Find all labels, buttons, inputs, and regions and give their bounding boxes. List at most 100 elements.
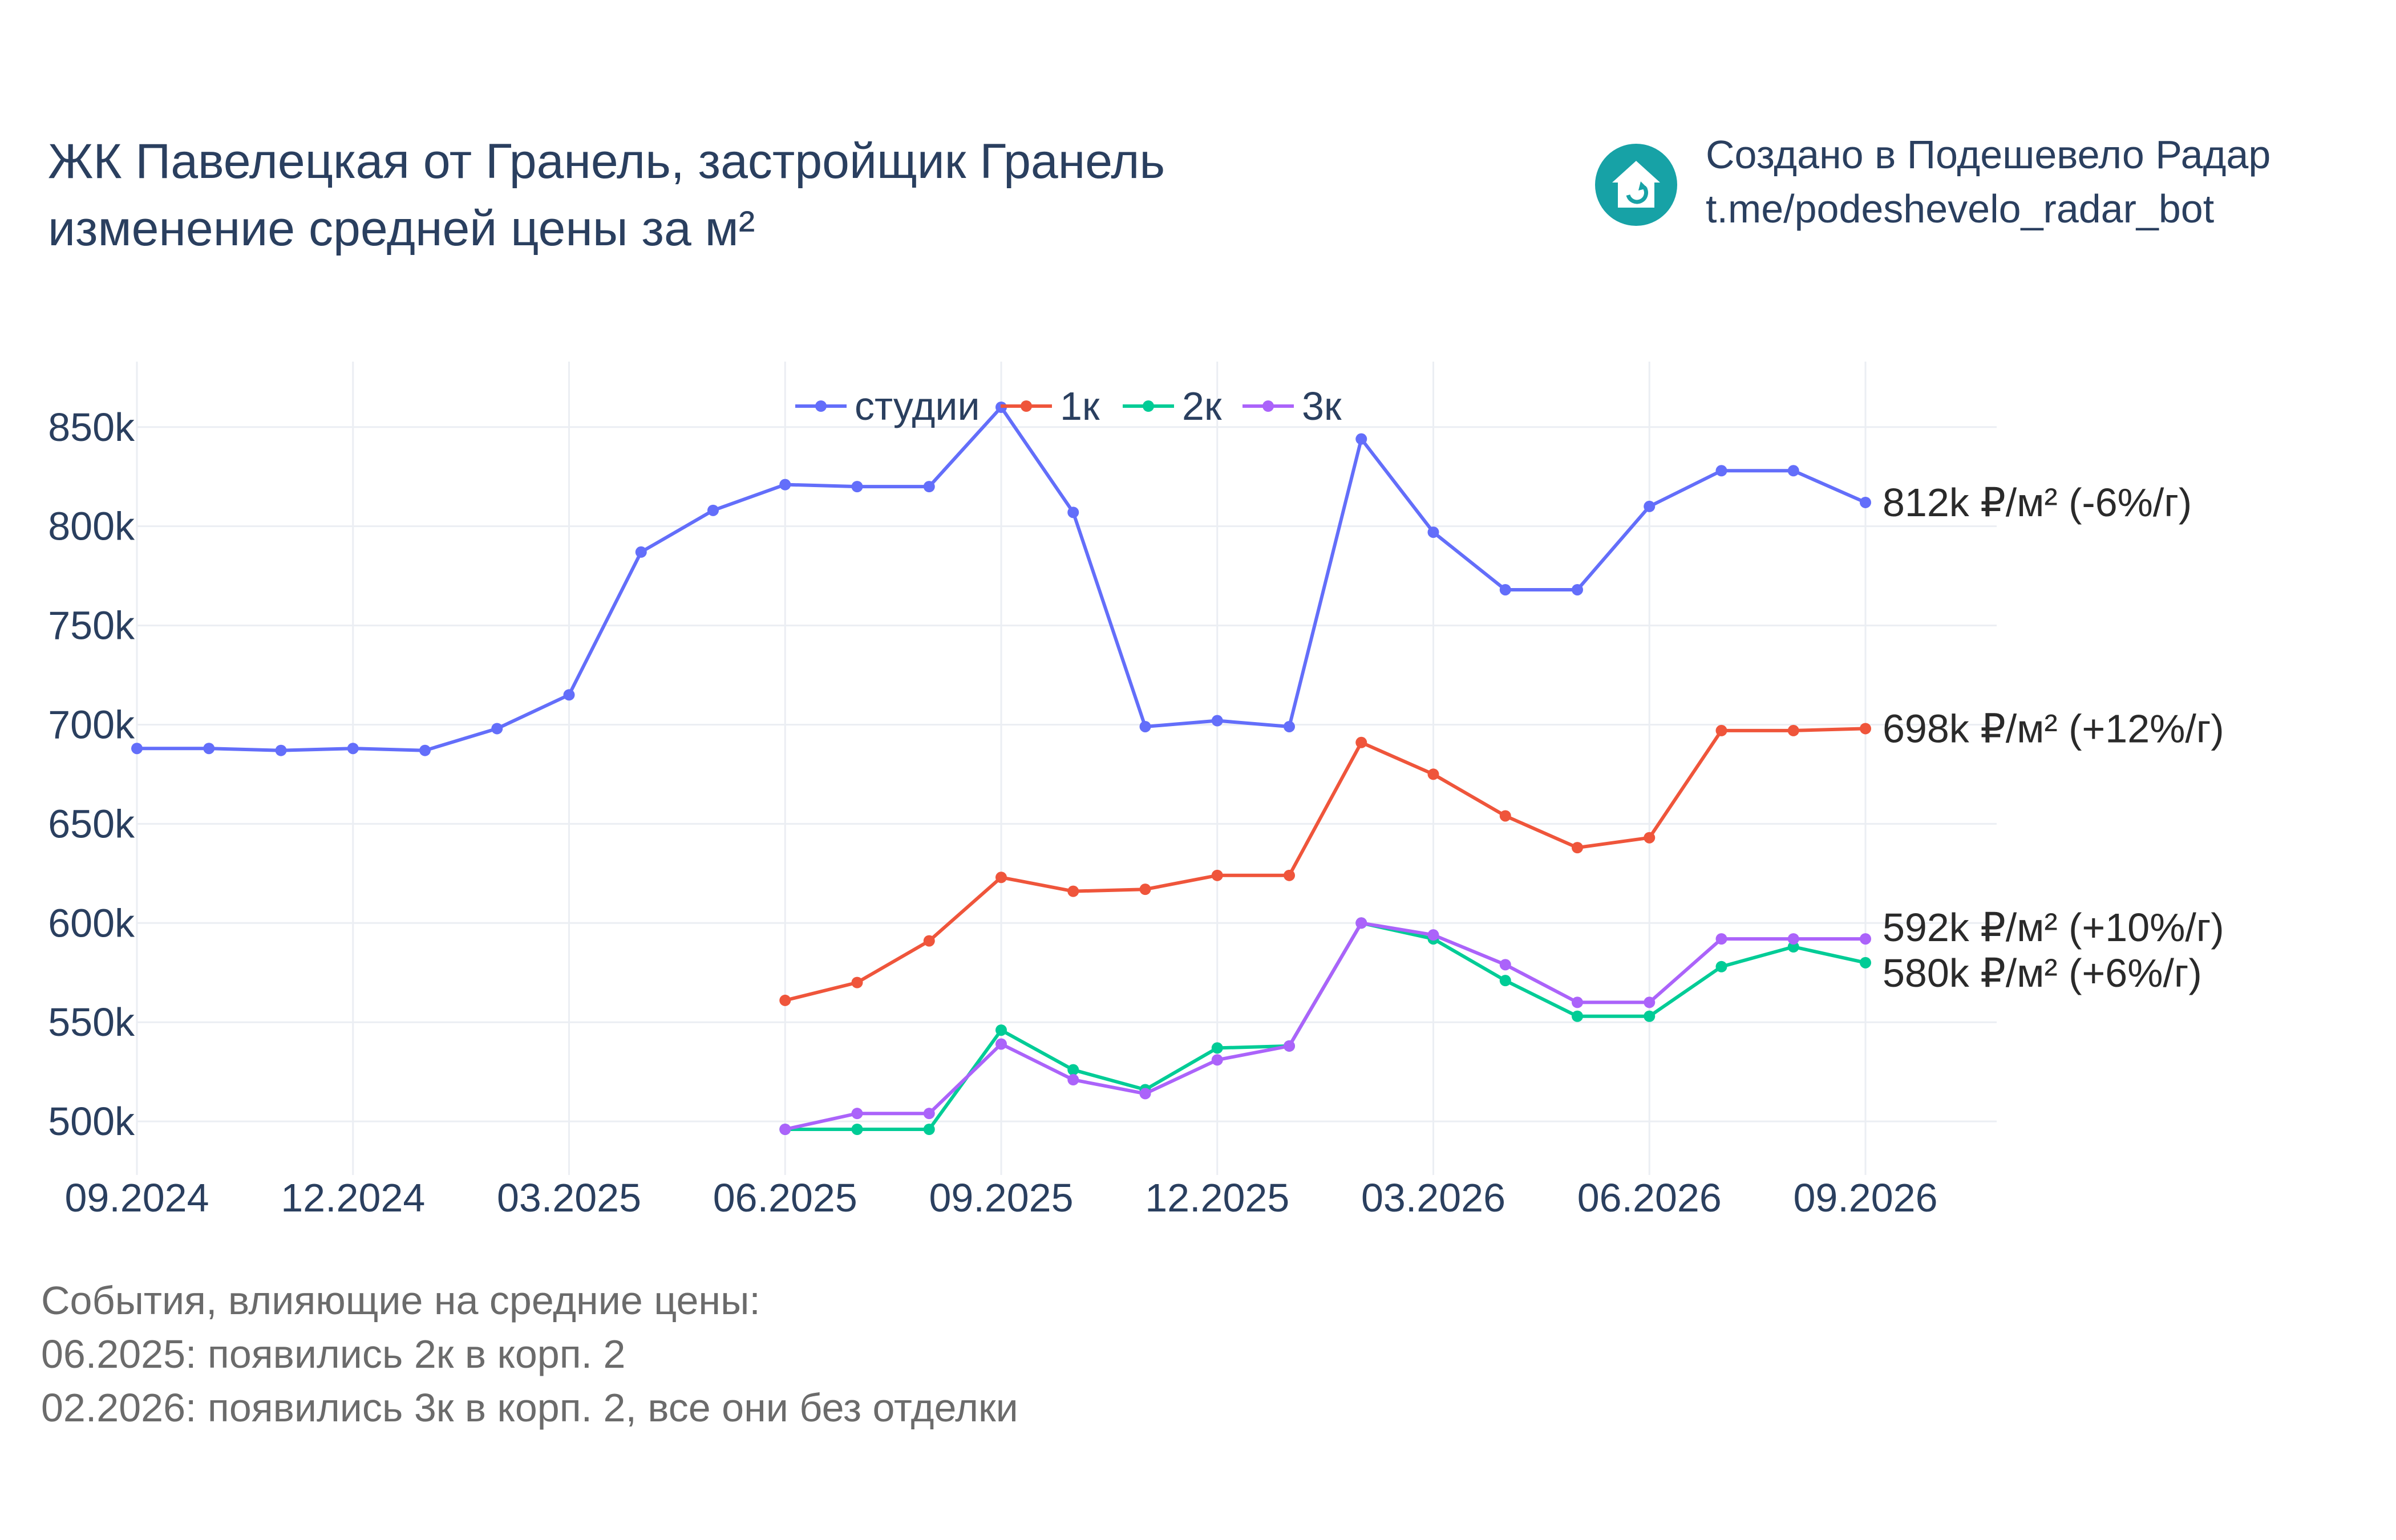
data-point [635, 546, 647, 558]
data-point [923, 935, 935, 947]
x-tick-label: 09.2026 [1793, 1176, 1937, 1220]
data-point [995, 1038, 1007, 1050]
series-end-label: 580k ₽/м² (+6%/г) [1883, 951, 2202, 995]
title-line-1: ЖК Павелецкая от Гранель, застройщик Гра… [48, 134, 1165, 189]
house-refresh-icon [1595, 144, 1677, 226]
data-point [1572, 842, 1583, 854]
events-notes: События, влияющие на средние цены: 06.20… [41, 1278, 1018, 1430]
data-point [1644, 832, 1656, 844]
data-point [1715, 465, 1727, 477]
data-point [1139, 720, 1151, 732]
x-tick-label: 03.2026 [1361, 1176, 1505, 1220]
branding-line-2: t.me/podeshevelo_radar_bot [1706, 187, 2214, 231]
data-point [1211, 1054, 1223, 1066]
data-point [563, 689, 575, 701]
note-line-1: 06.2025: появились 2к в корп. 2 [41, 1332, 625, 1376]
legend-item-2к[interactable]: 2к [1123, 384, 1222, 428]
data-point [1355, 917, 1367, 929]
data-point [1355, 433, 1367, 445]
x-tick-label: 09.2024 [64, 1176, 209, 1220]
data-point [1499, 810, 1511, 822]
data-point [1715, 724, 1727, 736]
series-end-labels: 812k ₽/м² (-6%/г) 698k ₽/м² (+12%/г) 580k … [1883, 480, 2224, 995]
note-line-2: 02.2026: появились 3к в корп. 2, все они… [41, 1385, 1018, 1430]
data-point [347, 743, 359, 755]
data-point [1067, 506, 1079, 518]
data-point [1067, 1074, 1079, 1086]
x-tick-label: 09.2025 [929, 1176, 1073, 1220]
data-point [851, 481, 863, 493]
data-point [1284, 1040, 1295, 1052]
data-point [1860, 933, 1871, 945]
legend-item-студии[interactable]: студии [795, 384, 980, 428]
legend-label: 3к [1302, 384, 1342, 428]
data-point [1284, 869, 1295, 881]
legend-marker [1021, 400, 1032, 412]
legend-item-1к[interactable]: 1к [1001, 384, 1100, 428]
data-point [1715, 933, 1727, 945]
y-tick-label: 500k [48, 1099, 135, 1144]
legend: студии 1к 2к 3к [795, 384, 1342, 428]
series-1к [779, 723, 1871, 1006]
series-end-label: 698k ₽/м² (+12%/г) [1883, 706, 2224, 751]
data-point [1284, 720, 1295, 732]
legend-item-3к[interactable]: 3к [1242, 384, 1342, 428]
data-point [1572, 996, 1583, 1008]
data-point [995, 872, 1007, 884]
x-tick-label: 12.2025 [1145, 1176, 1289, 1220]
y-tick-label: 550k [48, 1000, 135, 1044]
data-point [1139, 884, 1151, 895]
data-point [1644, 1010, 1656, 1022]
series-line [784, 921, 1865, 1131]
data-point [995, 1024, 1007, 1036]
data-point [1860, 957, 1871, 968]
series-lines [131, 401, 1871, 1136]
data-point [1787, 941, 1799, 953]
data-point [1067, 885, 1079, 897]
data-point [1572, 583, 1583, 595]
data-point [1787, 465, 1799, 477]
data-point [1860, 723, 1871, 735]
data-point [1355, 736, 1367, 748]
data-point [923, 481, 935, 493]
data-point [1499, 583, 1511, 595]
x-tick-label: 12.2024 [281, 1176, 425, 1220]
chart-title: ЖК Павелецкая от Гранель, застройщик Гра… [48, 134, 1165, 256]
y-gridlines [137, 426, 1997, 1122]
branding: Создано в Подешевело Радар t.me/podeshev… [1595, 132, 2270, 231]
y-tick-label: 850k [48, 405, 135, 449]
data-point [275, 744, 287, 756]
data-point [923, 1108, 935, 1120]
data-point [1211, 1042, 1223, 1054]
x-tick-label: 03.2025 [497, 1176, 641, 1220]
y-axis-tick-labels: 500k 550k 600k 650k 700k 750k 800k 850k [48, 405, 135, 1144]
data-point [1211, 869, 1223, 881]
data-point [491, 723, 503, 735]
y-tick-label: 700k [48, 702, 135, 747]
data-point [1644, 500, 1656, 512]
legend-label: студии [855, 384, 980, 428]
series-end-label: 812k ₽/м² (-6%/г) [1883, 480, 2192, 525]
data-point [851, 976, 863, 988]
data-point [1427, 929, 1439, 941]
data-point [203, 743, 215, 755]
series-3к [779, 917, 1871, 1136]
legend-marker [1262, 400, 1274, 412]
legend-marker [815, 400, 827, 412]
y-tick-label: 650k [48, 801, 135, 846]
legend-label: 2к [1182, 384, 1222, 428]
data-point [419, 744, 431, 756]
data-point [779, 1124, 791, 1136]
data-point [1572, 1010, 1583, 1022]
data-point [1211, 715, 1223, 727]
data-point [1787, 933, 1799, 945]
data-point [1499, 975, 1511, 987]
data-point [1787, 724, 1799, 736]
data-point [923, 1124, 935, 1136]
data-point [1499, 959, 1511, 971]
data-point [1067, 1064, 1079, 1076]
data-point [851, 1124, 863, 1136]
series-line [784, 727, 1866, 1002]
data-point [779, 479, 791, 491]
